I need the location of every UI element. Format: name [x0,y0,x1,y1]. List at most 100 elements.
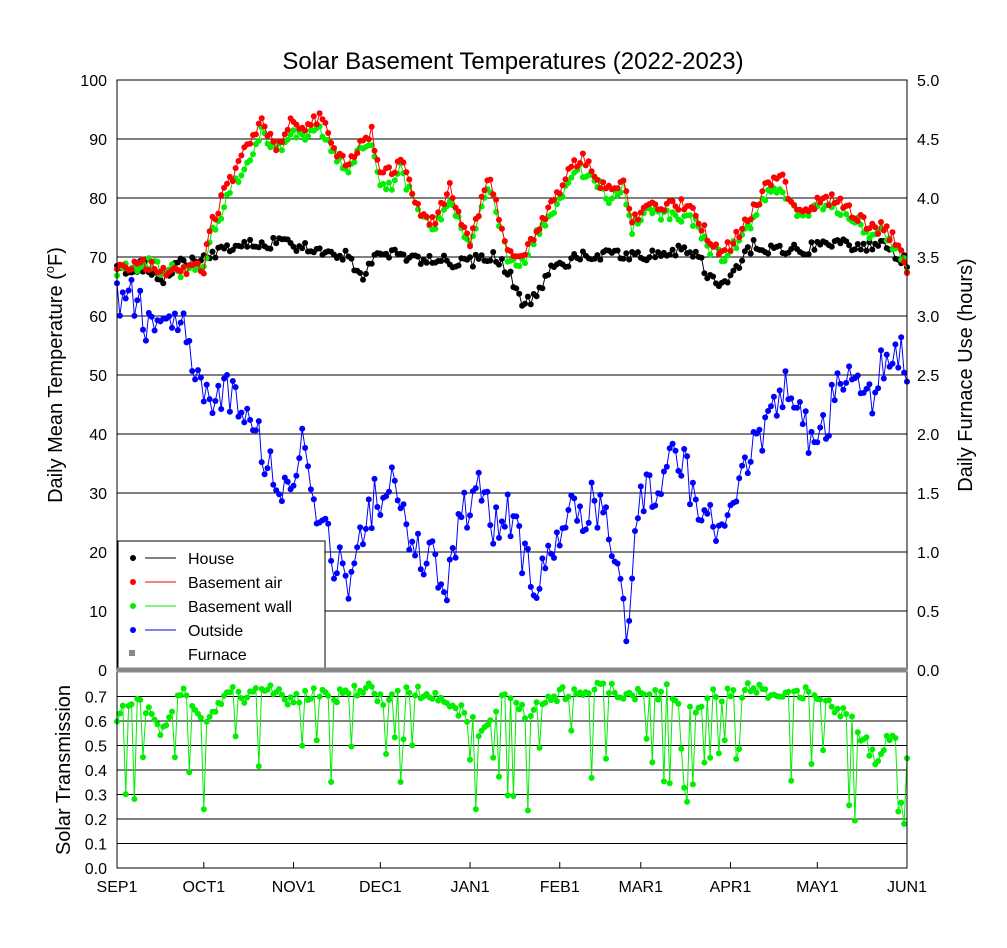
data-point [744,680,751,687]
data-point [519,701,526,708]
data-point [290,127,297,134]
data-point [687,501,693,508]
bottom-y-axis-label: Solar Transmission [53,685,75,855]
data-point [415,200,421,207]
data-point [215,382,222,389]
data-point [487,717,494,724]
data-point [148,313,155,320]
data-point [802,408,809,415]
series-line [116,681,908,824]
data-point [186,769,193,776]
data-point [559,182,566,189]
data-point [646,472,653,479]
data-point [536,226,543,233]
data-point [730,687,737,693]
data-point [637,209,644,216]
data-point [400,736,407,743]
x-tick-label: MAY1 [796,879,838,896]
data-point [623,188,630,195]
data-point [452,705,459,712]
data-point [119,702,126,709]
data-point [588,479,595,486]
data-point [768,403,774,410]
data-point [241,238,248,245]
y-tick-label: 80 [89,191,107,208]
data-point [895,364,902,371]
data-point [681,244,688,251]
data-point [218,406,225,412]
data-point [122,295,129,302]
x-tick-label: JAN1 [450,879,489,896]
data-point [273,147,280,154]
data-point [710,686,717,693]
data-point [426,252,433,259]
data-point [713,538,719,544]
data-point [432,551,439,558]
data-point [357,270,364,276]
data-point [305,463,311,470]
data-point [377,512,384,518]
data-point [629,692,636,699]
svg-text:Furnace: Furnace [188,647,247,664]
data-point [119,289,126,296]
data-point [226,408,233,415]
data-point [134,297,141,304]
data-point [420,571,427,578]
data-point [354,692,361,699]
data-point [351,682,358,689]
bottom-y-ticks: 0.0 0.1 0.2 0.3 0.4 0.5 0.6 0.7 [85,690,107,879]
data-point [846,802,853,809]
x-ticks: SEP1 OCT1 NOV1 DEC1 JAN1 FEB1 MAR1 APR1 MAY1 JUN1 [97,862,927,896]
data-point [681,446,688,452]
data-point [825,432,832,439]
data-point [828,191,835,198]
data-point [128,266,135,273]
data-point [820,747,827,754]
data-point [643,735,650,742]
data-point [626,256,633,263]
data-point [116,312,123,319]
data-point [577,256,583,263]
data-point [209,248,216,255]
data-point [273,240,280,247]
data-point [640,691,647,698]
data-point [310,113,317,120]
data-point [776,387,783,394]
data-point [122,791,129,798]
data-point [467,512,473,519]
data-point [267,245,274,252]
data-point [235,158,242,164]
data-point [632,211,638,218]
data-point [293,248,300,254]
data-point [360,541,366,548]
data-point [559,684,566,691]
data-point [796,399,803,405]
data-point [278,691,285,698]
data-point [226,189,233,196]
data-point [637,483,644,490]
data-point [368,260,375,267]
data-point [328,557,335,564]
data-point [744,244,751,251]
data-point [218,215,225,222]
data-point [281,474,288,481]
data-point [875,230,882,237]
data-point [799,212,806,219]
data-point [224,242,230,249]
data-point [438,216,445,223]
data-point [145,704,152,711]
data-point [649,247,656,254]
data-point [255,137,262,144]
data-point [733,756,740,762]
data-point [574,517,581,524]
data-point [501,238,508,244]
data-point [232,733,239,740]
data-point [634,515,641,522]
data-point [496,773,502,780]
data-point [403,521,410,528]
data-point [527,583,534,590]
data-point [617,575,624,582]
data-point [469,714,476,720]
data-point [527,713,534,719]
data-point [200,398,207,405]
